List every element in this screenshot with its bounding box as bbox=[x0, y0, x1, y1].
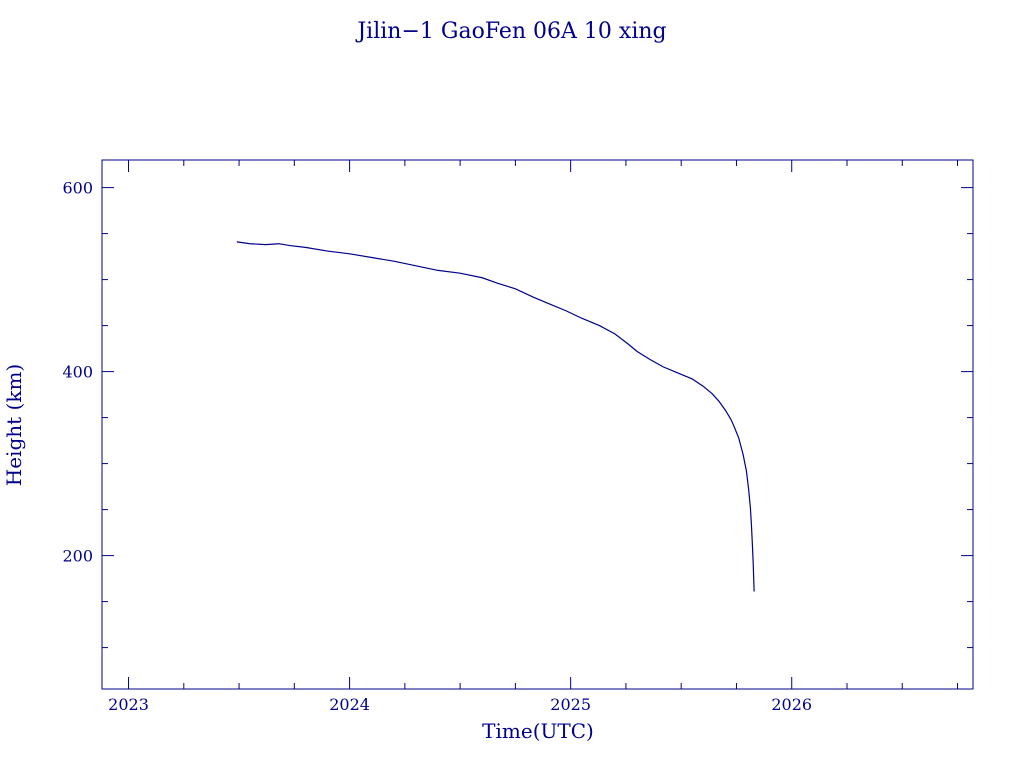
x-tick-label-2026: 2026 bbox=[771, 695, 812, 714]
series-line-height bbox=[236, 241, 755, 592]
chart-title: Jilin−1 GaoFen 06A 10 xing bbox=[355, 19, 666, 44]
y-tick-label-200: 200 bbox=[62, 547, 93, 566]
x-axis-label: Time(UTC) bbox=[482, 719, 594, 743]
tick-labels: 2023 2024 2025 2026 200 400 600 bbox=[62, 179, 812, 714]
y-tick-label-600: 600 bbox=[62, 179, 93, 198]
y-axis-label: Height (km) bbox=[2, 364, 26, 486]
plot-frame bbox=[101, 159, 974, 690]
x-tick-label-2024: 2024 bbox=[329, 695, 370, 714]
y-tick-label-400: 400 bbox=[62, 363, 93, 382]
axis-ticks bbox=[102, 160, 973, 689]
x-tick-label-2025: 2025 bbox=[550, 695, 591, 714]
x-tick-label-2023: 2023 bbox=[108, 695, 149, 714]
